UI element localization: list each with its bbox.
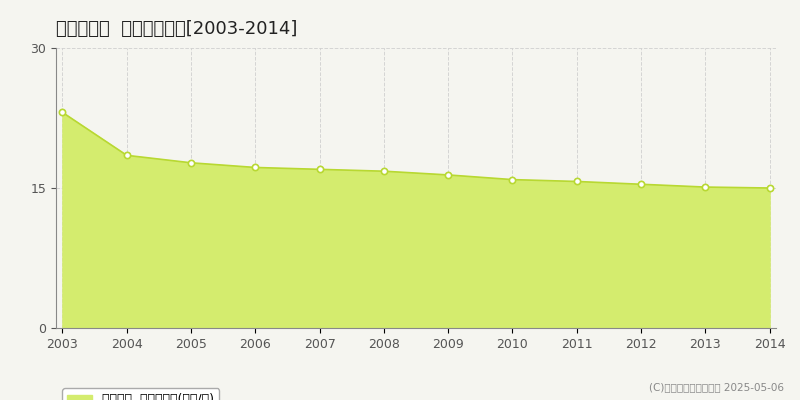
Text: 周南市川手  基準地価推移[2003-2014]: 周南市川手 基準地価推移[2003-2014]	[56, 20, 298, 38]
Text: (C)土地価格ドットコム 2025-05-06: (C)土地価格ドットコム 2025-05-06	[649, 382, 784, 392]
Legend: 基準地価  平均坪単価(万円/坪): 基準地価 平均坪単価(万円/坪)	[62, 388, 219, 400]
